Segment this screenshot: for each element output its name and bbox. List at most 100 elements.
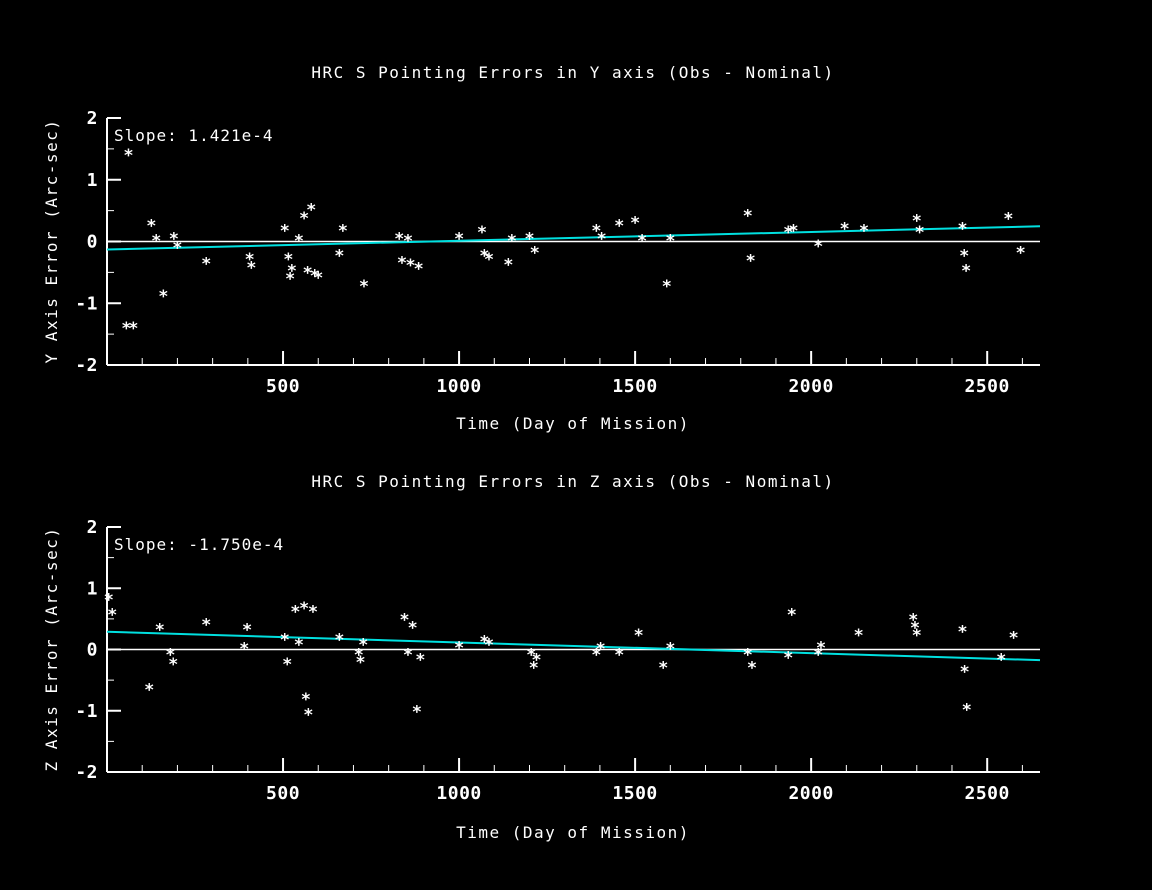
data-point: * — [658, 658, 668, 678]
x-tick-label: 1000 — [436, 783, 481, 804]
data-point: * — [912, 626, 922, 646]
data-point: * — [412, 702, 422, 722]
data-point: * — [996, 650, 1006, 670]
data-point: * — [914, 223, 924, 243]
data-point: * — [507, 231, 517, 251]
y-axis-label: Z Axis Error (Arc-sec) — [42, 527, 61, 772]
data-point: * — [783, 648, 793, 668]
data-point: * — [355, 653, 365, 673]
data-point: * — [123, 146, 133, 166]
data-point: * — [816, 639, 826, 659]
data-point: * — [484, 636, 494, 656]
data-point: * — [745, 252, 755, 272]
data-point: * — [146, 216, 156, 236]
data-point: * — [172, 239, 182, 259]
data-point: * — [294, 636, 304, 656]
trend-line — [106, 630, 1041, 662]
x-axis-label: Time (Day of Mission) — [456, 414, 690, 433]
data-point: * — [303, 263, 313, 283]
x-tick-label: 1500 — [612, 783, 657, 804]
y-error-plot-generated: 500 1000 1500 2000 2500 -2 -1 0 1 2 * * * * * * * * * * * * * *… — [75, 108, 1041, 397]
data-point: * — [591, 221, 601, 241]
data-point: * — [394, 229, 404, 249]
data-point: * — [107, 606, 117, 626]
data-point: * — [479, 247, 489, 267]
data-point: * — [597, 229, 607, 249]
data-point: * — [503, 255, 513, 275]
data-point: * — [354, 645, 364, 665]
data-point: * — [359, 277, 369, 297]
data-point: * — [308, 603, 318, 623]
y-tick-label: 0 — [87, 640, 98, 661]
data-point: * — [630, 213, 640, 233]
data-point: * — [168, 655, 178, 675]
y-tick-label: -1 — [75, 701, 98, 722]
data-point: * — [403, 645, 413, 665]
data-point: * — [634, 626, 644, 646]
data-point: * — [912, 212, 922, 232]
data-point: * — [285, 270, 295, 290]
data-point: * — [358, 636, 368, 656]
y-tick-label: -2 — [75, 762, 98, 783]
data-point: * — [1003, 210, 1013, 230]
data-point: * — [299, 599, 309, 619]
data-point: * — [407, 618, 417, 638]
data-point: * — [282, 655, 292, 675]
data-point: * — [155, 620, 165, 640]
x-tick-label: 1500 — [612, 376, 657, 397]
data-point: * — [334, 631, 344, 651]
trend-line — [106, 225, 1041, 251]
data-point: * — [484, 250, 494, 270]
data-point: * — [1016, 244, 1026, 264]
data-point: * — [144, 680, 154, 700]
x-tick-label: 2500 — [965, 376, 1010, 397]
data-point: * — [303, 705, 313, 725]
data-point: * — [957, 623, 967, 643]
data-point: * — [283, 250, 293, 270]
data-point: * — [854, 626, 864, 646]
y-tick-label: 0 — [87, 232, 98, 253]
data-point: * — [961, 262, 971, 282]
data-point: * — [743, 207, 753, 227]
data-point: * — [246, 258, 256, 278]
data-point: * — [662, 277, 672, 297]
data-point: * — [908, 610, 918, 630]
data-point: * — [104, 590, 114, 610]
y-tick-label: 2 — [87, 108, 98, 129]
data-point: * — [128, 319, 138, 339]
data-point: * — [743, 645, 753, 665]
x-tick-label: 2500 — [965, 783, 1010, 804]
data-point: * — [201, 255, 211, 275]
data-point: * — [665, 231, 675, 251]
data-point: * — [1008, 628, 1018, 648]
x-tick-label: 1000 — [436, 376, 481, 397]
data-point: * — [787, 606, 797, 626]
chart-title: HRC S Pointing Errors in Y axis (Obs - N… — [311, 63, 834, 82]
data-point: * — [301, 690, 311, 710]
data-point: * — [747, 658, 757, 678]
y-tick-label: -1 — [75, 293, 98, 314]
data-point: * — [403, 231, 413, 251]
data-point: * — [813, 237, 823, 257]
data-point: * — [287, 262, 297, 282]
data-point: * — [280, 631, 290, 651]
data-point: * — [479, 633, 489, 653]
data-point: * — [531, 650, 541, 670]
data-point: * — [334, 247, 344, 267]
data-point: * — [415, 650, 425, 670]
data-point: * — [957, 220, 967, 240]
data-point: * — [614, 645, 624, 665]
data-point: * — [310, 266, 320, 286]
data-point: * — [338, 221, 348, 241]
y-axis-label: Y Axis Error (Arc-sec) — [42, 119, 61, 364]
data-point: * — [158, 287, 168, 307]
data-point: * — [454, 229, 464, 249]
data-point: * — [239, 639, 249, 659]
data-point: * — [405, 256, 415, 276]
data-point: * — [839, 220, 849, 240]
z-error-chart: 500 1000 1500 2000 2500-2-1012**************… — [42, 472, 1041, 842]
data-point: * — [299, 209, 309, 229]
data-point: * — [399, 610, 409, 630]
y-tick-label: 1 — [87, 578, 98, 599]
